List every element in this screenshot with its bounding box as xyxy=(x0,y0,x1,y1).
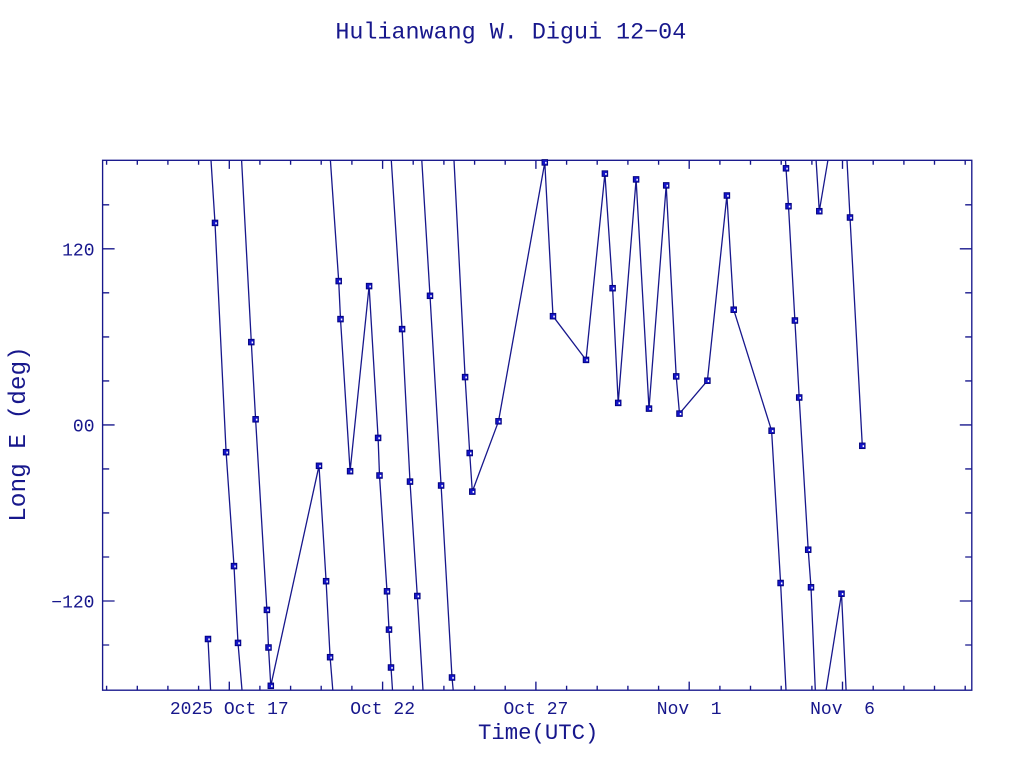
svg-text:Oct 22: Oct 22 xyxy=(350,700,415,720)
svg-text:2025 Oct 17: 2025 Oct 17 xyxy=(170,700,289,720)
svg-text:Hulianwang W. Digui 12−04: Hulianwang W. Digui 12−04 xyxy=(335,20,686,46)
svg-text:−120: −120 xyxy=(51,594,94,614)
svg-text:Oct 27: Oct 27 xyxy=(503,700,568,720)
svg-text:120: 120 xyxy=(62,241,94,261)
svg-text:Time(UTC): Time(UTC) xyxy=(478,720,598,746)
svg-text:Nov 6: Nov 6 xyxy=(810,700,875,720)
svg-text:00: 00 xyxy=(73,418,95,438)
svg-text:Nov 1: Nov 1 xyxy=(657,700,722,720)
svg-text:Long E (deg): Long E (deg) xyxy=(6,346,33,522)
